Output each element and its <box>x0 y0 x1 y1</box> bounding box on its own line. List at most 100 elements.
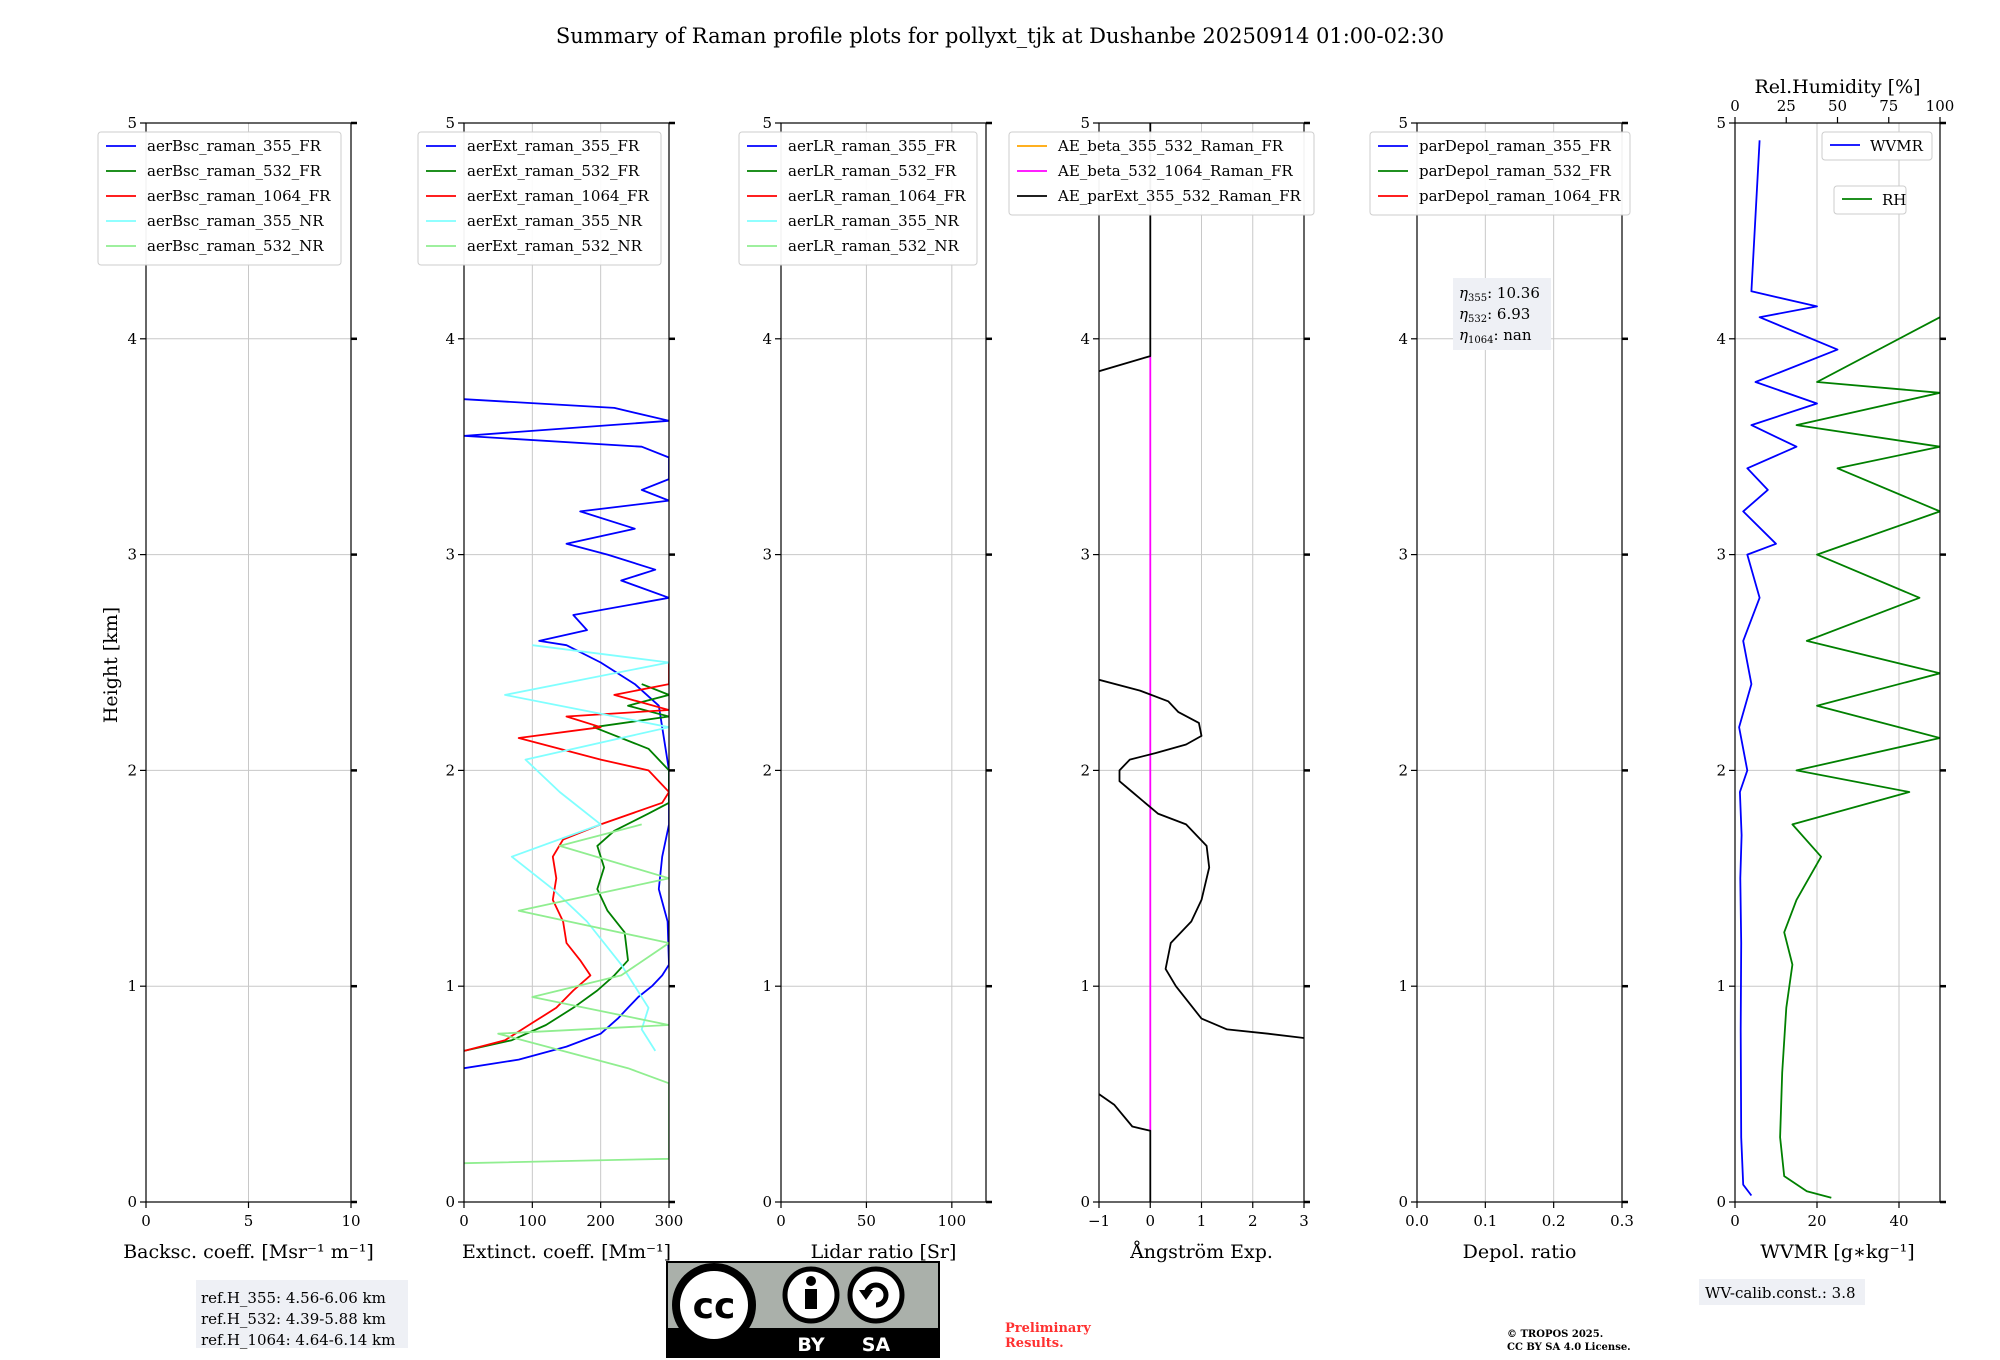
y-tick-label: 1 <box>762 977 772 995</box>
x-tick-label: 20 <box>1807 1212 1826 1230</box>
x-tick-label: 0 <box>459 1212 469 1230</box>
y-tick-label: 4 <box>1080 330 1090 348</box>
wv-calib-box: WV-calib.const.: 3.8 <box>1699 1279 1865 1305</box>
series-line-WVMR <box>1738 140 1839 1197</box>
legend-label: RH <box>1882 191 1906 209</box>
legend-panel-4: AE_beta_355_532_Raman_FR AE_beta_532_1064… <box>1008 131 1315 216</box>
legend-label: parDepol_raman_1064_FR <box>1419 187 1621 205</box>
y-tick-label: 0 <box>762 1193 772 1211</box>
x-tick-label: 0.3 <box>1610 1212 1634 1230</box>
y-tick-label: 4 <box>127 330 137 348</box>
legend-label: aerBsc_raman_355_NR <box>147 212 324 230</box>
x-axis-label: Depol. ratio <box>1463 1241 1577 1263</box>
y-tick-label: 5 <box>1398 114 1408 132</box>
x-tick-label: 40 <box>1889 1212 1908 1230</box>
ref-height-532: ref.H_532: 4.39-5.88 km <box>201 1310 386 1328</box>
x-tick-label: 100 <box>518 1212 547 1230</box>
x-tick-label: 3 <box>1299 1212 1309 1230</box>
figure-title: Summary of Raman profile plots for polly… <box>556 24 1444 48</box>
x-tick-label: 5 <box>244 1212 254 1230</box>
legend-label: aerExt_raman_532_NR <box>467 237 643 255</box>
legend-label: AE_parExt_355_532_Raman_FR <box>1057 187 1302 205</box>
y-tick-label: 1 <box>445 977 455 995</box>
top-x-tick-label: 0 <box>1730 97 1740 115</box>
x-tick-label: −1 <box>1088 1212 1110 1230</box>
y-tick-label: 3 <box>762 546 772 564</box>
copyright-line-1: © TROPOS 2025. <box>1507 1329 1603 1340</box>
legend-label: AE_beta_532_1064_Raman_FR <box>1057 162 1293 180</box>
eta-line-1064: η1064: nan <box>1459 326 1532 346</box>
y-tick-label: 3 <box>445 546 455 564</box>
x-tick-label: 200 <box>586 1212 615 1230</box>
legend-WVMR: WVMR <box>1821 131 1933 161</box>
svg-text:cc: cc <box>693 1286 736 1327</box>
y-tick-label: 5 <box>1716 114 1726 132</box>
x-axis-label: Backsc. coeff. [Msr⁻¹ m⁻¹] <box>123 1241 374 1263</box>
y-tick-label: 1 <box>1080 977 1090 995</box>
x-tick-label: 100 <box>938 1212 967 1230</box>
series-line-aerExt_raman_532_NR <box>464 823 669 1165</box>
axes-frame <box>463 122 670 1203</box>
y-tick-label: 4 <box>1716 330 1726 348</box>
series-line-aerExt_raman_355_FR <box>464 398 669 1070</box>
legend-label: aerExt_raman_532_FR <box>467 162 640 180</box>
y-tick-label: 0 <box>1398 1193 1408 1211</box>
y-tick-label: 2 <box>445 761 455 779</box>
y-tick-label: 5 <box>762 114 772 132</box>
y-tick-label: 2 <box>1080 761 1090 779</box>
y-tick-label: 4 <box>1398 330 1408 348</box>
legend-panel-5: parDepol_raman_355_FR parDepol_raman_532_… <box>1369 131 1631 216</box>
y-tick-label: 0 <box>127 1193 137 1211</box>
top-x-tick-label: 75 <box>1879 97 1898 115</box>
x-tick-label: 0.2 <box>1542 1212 1566 1230</box>
y-tick-label: 2 <box>1398 761 1408 779</box>
y-tick-label: 5 <box>1080 114 1090 132</box>
ref-heights-box: ref.H_355: 4.56-6.06 km ref.H_532: 4.39-… <box>196 1280 408 1349</box>
legend-label: parDepol_raman_532_FR <box>1419 162 1612 180</box>
y-tick-label: 2 <box>762 761 772 779</box>
x-tick-label: 0 <box>776 1212 786 1230</box>
cc-logo-icon: cc <box>672 1263 756 1347</box>
ref-height-1064: ref.H_1064: 4.64-6.14 km <box>201 1331 395 1349</box>
axes-frame <box>1734 122 1941 1203</box>
attribution-icon <box>782 1266 840 1324</box>
x-tick-label: 300 <box>655 1212 684 1230</box>
y-tick-label: 1 <box>1398 977 1408 995</box>
y-tick-label: 0 <box>445 1193 455 1211</box>
series-line-AE_parExt_355_532_Raman_FR <box>1099 678 1304 1039</box>
y-tick-label: 3 <box>1716 546 1726 564</box>
preliminary-line-1: Preliminary <box>1005 1321 1091 1336</box>
legend-label: aerLR_raman_1064_FR <box>788 187 966 205</box>
ref-height-355: ref.H_355: 4.56-6.06 km <box>201 1289 386 1307</box>
y-axis-label: Height [km] <box>100 607 122 723</box>
panel-1: 0 1 2 3 4 5 0 5 10 Backsc. coeff. [Msr⁻¹ m⁻¹] aerB… <box>97 114 374 1263</box>
eta-box: η355: 10.36 η532: 6.93 η1064: nan <box>1453 278 1551 350</box>
x-axis-label: Ångström Exp. <box>1129 1241 1273 1263</box>
y-tick-label: 2 <box>127 761 137 779</box>
axes-frame <box>780 122 987 1203</box>
legend-label: aerLR_raman_532_NR <box>788 237 959 255</box>
legend-label: aerExt_raman_355_NR <box>467 212 643 230</box>
cc-license-badge: cc BY SA <box>666 1261 940 1358</box>
x-axis-label: Lidar ratio [Sr] <box>811 1241 957 1263</box>
x-axis-label: WVMR [g∗kg⁻¹] <box>1760 1241 1914 1263</box>
legend-label: aerLR_raman_532_FR <box>788 162 957 180</box>
x-tick-label: 0.1 <box>1473 1212 1497 1230</box>
legend-label: aerBsc_raman_532_NR <box>147 237 324 255</box>
eta-line-532: η532: 6.93 <box>1459 305 1530 325</box>
legend-RH: RH <box>1833 185 1907 215</box>
y-tick-label: 0 <box>1716 1193 1726 1211</box>
legend-label: aerBsc_raman_532_FR <box>147 162 322 180</box>
y-tick-label: 5 <box>127 114 137 132</box>
legend-label: parDepol_raman_355_FR <box>1419 137 1612 155</box>
y-tick-label: 4 <box>762 330 772 348</box>
y-tick-label: 3 <box>1398 546 1408 564</box>
y-tick-label: 3 <box>1080 546 1090 564</box>
eta-line-355: η355: 10.36 <box>1459 284 1540 304</box>
x-tick-label: 1 <box>1197 1212 1207 1230</box>
license-by-label: BY <box>797 1334 824 1356</box>
